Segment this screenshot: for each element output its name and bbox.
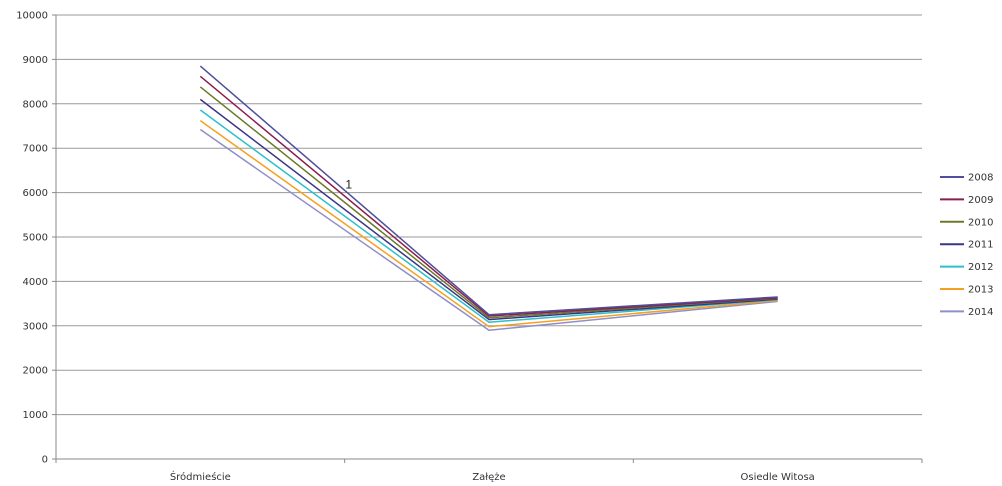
legend-label: 2014 — [968, 307, 993, 318]
legend-label: 2010 — [968, 217, 993, 228]
y-tick-label: 2000 — [23, 366, 48, 377]
legend-item: 2008 — [940, 173, 993, 184]
annotation-layer: 1 — [345, 177, 352, 191]
legend-item: 2014 — [940, 307, 993, 318]
legend-item: 2012 — [940, 262, 993, 273]
series-line-2013 — [199, 120, 778, 328]
legend-label: 2008 — [968, 173, 993, 184]
chart-annotation: 1 — [345, 177, 352, 191]
legend-label: 2011 — [968, 240, 993, 251]
x-tick-label: Osiedle Witosa — [741, 472, 815, 483]
series-line-2008 — [199, 65, 778, 316]
y-tick-label: 6000 — [23, 188, 48, 199]
y-tick-label: 8000 — [23, 99, 48, 110]
series-layer — [199, 65, 778, 331]
legend-label: 2009 — [968, 195, 993, 206]
y-tick-label: 3000 — [23, 321, 48, 332]
grid-layer — [56, 14, 922, 416]
legend: 2008 2009 2010 2011 2012 2013 2014 — [940, 173, 993, 318]
y-tick-label: 9000 — [23, 55, 48, 66]
y-tick-label: 5000 — [23, 233, 48, 244]
series-line-2009 — [199, 75, 778, 317]
y-tick-label: 0 — [42, 455, 48, 466]
y-tick-label: 4000 — [23, 277, 48, 288]
y-tick-label: 1000 — [23, 410, 48, 421]
x-tick-label: Załęże — [472, 472, 505, 483]
series-line-2011 — [199, 98, 778, 321]
legend-item: 2013 — [940, 285, 993, 296]
x-tick-label: Śródmieście — [170, 470, 231, 483]
series-line-2012 — [199, 109, 778, 323]
series-line-2014 — [199, 128, 778, 331]
legend-label: 2013 — [968, 285, 993, 296]
legend-item: 2011 — [940, 240, 993, 251]
legend-item: 2009 — [940, 195, 993, 206]
series-line-2010 — [199, 86, 778, 319]
legend-item: 2010 — [940, 217, 993, 228]
axis-layer: 0 1000 2000 3000 4000 5000 6000 7000 8000 9000 100… — [16, 11, 923, 483]
y-tick-label: 7000 — [23, 144, 48, 155]
y-tick-label: 10000 — [16, 11, 48, 22]
legend-label: 2012 — [968, 262, 993, 273]
